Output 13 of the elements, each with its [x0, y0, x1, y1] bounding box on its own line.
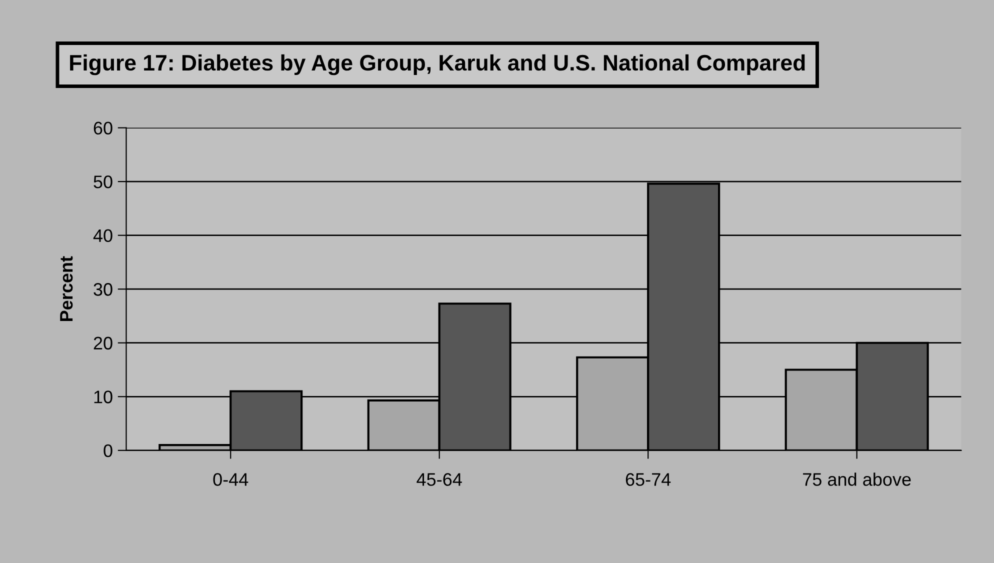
y-tick-label: 10: [94, 390, 112, 404]
y-tick-label: 20: [94, 336, 112, 350]
y-tick-label: 30: [94, 283, 112, 296]
x-tick-label: 45-64: [416, 473, 462, 486]
y-tick-label: 60: [94, 122, 112, 135]
x-tick-label: 75 and above: [803, 472, 911, 486]
y-tick-label: 40: [93, 229, 112, 242]
chart-title: Figure 17: Diabetes by Age Group, Karuk and U.S. National Compared: [70, 54, 805, 76]
y-tick-label: 0: [104, 444, 112, 458]
y-axis-title: Percent: [60, 256, 73, 322]
y-tick-label: 50: [94, 176, 112, 188]
x-tick-label: 0-44: [213, 473, 248, 486]
x-tick-label: 65-74: [626, 473, 671, 486]
